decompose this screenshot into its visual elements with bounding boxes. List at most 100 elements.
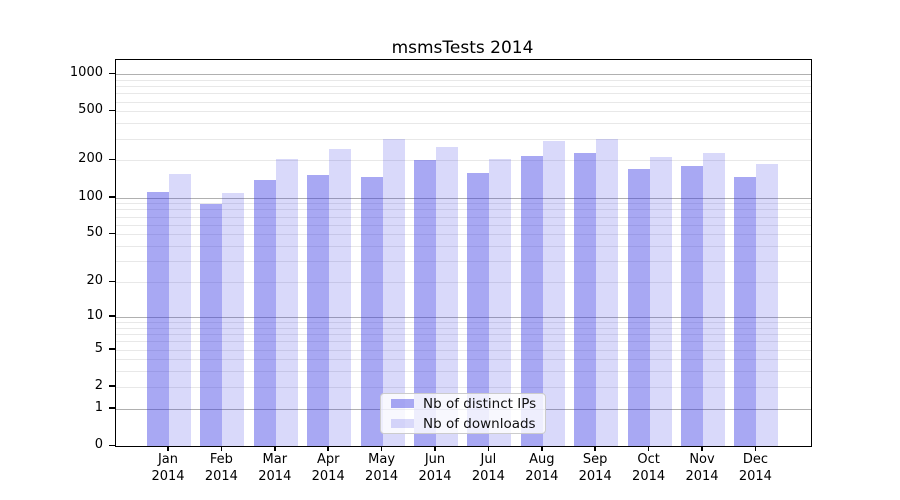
gridline-minor-30 <box>116 261 811 263</box>
bar-nb-of-downloads-nov <box>703 153 725 446</box>
bar-nb-of-distinct-ips-jun <box>414 160 436 446</box>
bar-nb-of-distinct-ips-nov <box>681 166 703 446</box>
bar-nb-of-downloads-jan <box>169 174 191 446</box>
gridline-minor-60 <box>116 224 811 226</box>
y-tick-500 <box>109 109 115 112</box>
x-tick-feb <box>220 446 223 451</box>
x-tick-label-jan: Jan 2014 <box>151 452 185 484</box>
gridline-minor-300 <box>116 138 811 140</box>
gridline-minor-200 <box>116 160 811 162</box>
x-tick-apr <box>327 446 329 451</box>
bar-nb-of-distinct-ips-feb <box>200 204 223 446</box>
y-tick-label-10: 10 <box>86 307 103 323</box>
y-tick-label-0: 0 <box>94 437 103 452</box>
chart-title: msmsTests 2014 <box>391 38 534 58</box>
x-tick-may <box>380 446 383 451</box>
y-tick-200 <box>109 158 115 161</box>
y-tick-100 <box>109 196 115 198</box>
x-tick-label-oct: Oct 2014 <box>632 452 666 484</box>
x-tick-label-aug: Aug 2014 <box>525 452 559 484</box>
gridline-major-100 <box>116 197 811 199</box>
gridline-minor-400 <box>116 123 811 125</box>
x-tick-nov <box>701 446 703 451</box>
x-tick-jan <box>167 446 169 451</box>
y-tick-0 <box>109 444 115 446</box>
bar-nb-of-distinct-ips-apr <box>307 175 330 446</box>
gridline-minor-20 <box>116 282 811 284</box>
bar-nb-of-downloads-apr <box>329 149 352 446</box>
x-tick-aug <box>541 446 543 451</box>
bar-nb-of-distinct-ips-may <box>360 177 383 446</box>
bar-nb-of-distinct-ips-jan <box>147 192 169 446</box>
y-tick-5 <box>109 348 115 350</box>
bar-nb-of-downloads-may <box>382 139 405 446</box>
y-tick-1 <box>109 407 115 409</box>
gridline-minor-70 <box>116 216 811 218</box>
gridline-minor-700 <box>116 93 811 95</box>
legend-swatch-distinct-ips <box>391 399 414 408</box>
gridline-minor-8 <box>116 327 811 329</box>
legend-label-downloads: Nb of downloads <box>423 415 536 432</box>
y-tick-label-1000: 1000 <box>69 65 103 80</box>
legend-row: Nb of distinct IPs <box>391 395 537 412</box>
bar-nb-of-downloads-aug <box>542 141 565 446</box>
y-tick-label-5: 5 <box>94 340 103 356</box>
bar-nb-of-distinct-ips-aug <box>520 156 543 446</box>
bar-nb-of-downloads-mar <box>275 158 298 446</box>
bar-nb-of-downloads-jul <box>489 159 512 446</box>
gridline-minor-90 <box>116 203 811 205</box>
bar-nb-of-distinct-ips-oct <box>627 169 650 446</box>
bar-nb-of-downloads-feb <box>222 193 245 446</box>
gridline-minor-500 <box>116 111 811 113</box>
bar-nb-of-downloads-jun <box>436 147 458 446</box>
bar-nb-of-downloads-sep <box>596 139 619 446</box>
y-tick-label-200: 200 <box>78 151 103 167</box>
bar-nb-of-distinct-ips-sep <box>574 152 597 446</box>
y-tick-10 <box>109 315 115 317</box>
x-tick-sep <box>594 446 596 451</box>
gridline-minor-7 <box>116 334 811 335</box>
bar-nb-of-distinct-ips-dec <box>734 177 757 446</box>
gridline-major-1000 <box>116 74 811 75</box>
y-tick-label-20: 20 <box>86 273 103 289</box>
y-tick-1000 <box>109 72 115 74</box>
x-tick-label-apr: Apr 2014 <box>311 452 345 484</box>
gridline-minor-3 <box>116 371 811 373</box>
gridline-minor-4 <box>116 359 811 361</box>
x-tick-oct <box>647 446 650 451</box>
bar-nb-of-distinct-ips-mar <box>253 180 276 446</box>
y-tick-label-500: 500 <box>78 102 103 118</box>
gridline-minor-50 <box>116 234 811 236</box>
y-tick-20 <box>109 280 115 283</box>
gridline-minor-2 <box>116 386 811 388</box>
y-tick-50 <box>109 232 115 235</box>
x-tick-label-dec: Dec 2014 <box>738 452 772 484</box>
bar-nb-of-downloads-oct <box>649 157 672 446</box>
gridline-major-10 <box>116 316 811 318</box>
plot-area <box>115 59 812 447</box>
bar-nb-of-distinct-ips-jul <box>467 173 490 446</box>
x-tick-jun <box>434 446 436 451</box>
x-tick-label-may: May 2014 <box>365 452 399 484</box>
legend-swatch-downloads <box>391 419 414 428</box>
x-tick-label-sep: Sep 2014 <box>578 452 612 484</box>
y-tick-label-2: 2 <box>94 377 103 393</box>
gridline-minor-80 <box>116 209 811 211</box>
x-tick-label-nov: Nov 2014 <box>685 452 719 484</box>
x-tick-dec <box>754 446 757 451</box>
legend-label-distinct-ips: Nb of distinct IPs <box>423 395 537 412</box>
x-tick-mar <box>274 446 276 451</box>
x-tick-label-feb: Feb 2014 <box>204 452 238 484</box>
x-tick-label-jun: Jun 2014 <box>418 452 452 484</box>
gridline-minor-40 <box>116 246 811 247</box>
x-tick-jul <box>487 446 490 451</box>
bar-nb-of-downloads-dec <box>756 164 779 446</box>
y-tick-label-1: 1 <box>94 399 103 415</box>
gridline-minor-6 <box>116 341 811 343</box>
y-tick-2 <box>109 385 115 387</box>
x-tick-label-jul: Jul 2014 <box>471 452 505 484</box>
x-tick-label-mar: Mar 2014 <box>258 452 292 484</box>
gridline-minor-800 <box>116 86 811 87</box>
legend: Nb of distinct IPs Nb of downloads <box>380 393 546 434</box>
